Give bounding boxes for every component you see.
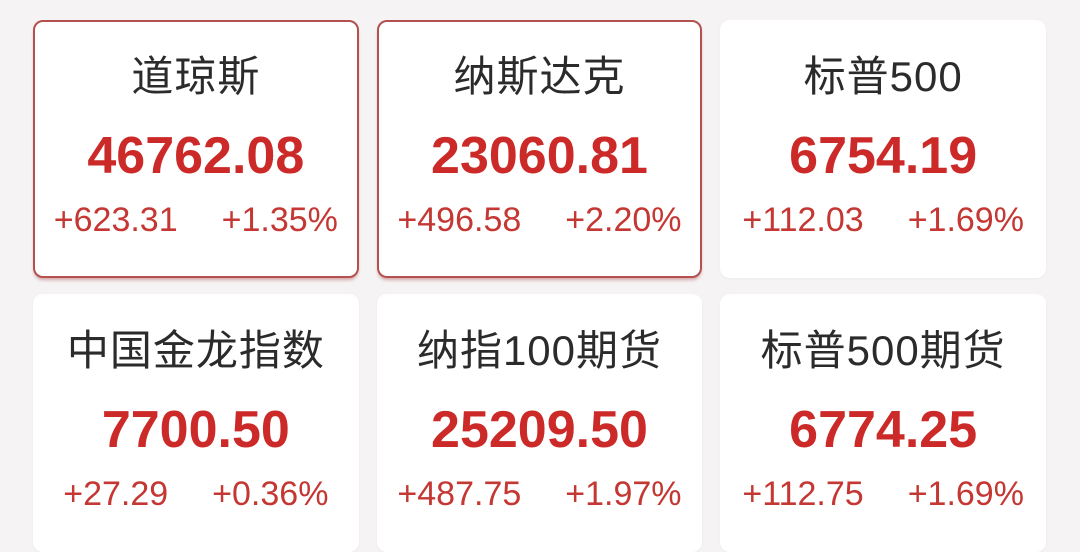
index-change: +27.29: [63, 475, 169, 513]
index-change-percent: +1.35%: [221, 201, 338, 239]
index-change-row: +496.58 +2.20%: [379, 201, 701, 239]
index-value: 6774.25: [789, 401, 978, 459]
index-change-row: +112.03 +1.69%: [722, 201, 1044, 239]
index-change: +623.31: [53, 201, 178, 239]
index-change: +112.03: [742, 201, 864, 239]
index-change-percent: +1.69%: [907, 201, 1024, 239]
index-name: 纳指100期货: [416, 327, 663, 374]
index-change-percent: +2.20%: [565, 201, 682, 239]
index-card-nasdaq[interactable]: 纳斯达克 23060.81 +496.58 +2.20%: [376, 20, 703, 278]
index-change-percent: +0.36%: [212, 475, 329, 513]
index-card-china-golden-dragon[interactable]: 中国金龙指数 7700.50 +27.29 +0.36%: [33, 294, 359, 552]
index-value: 23060.81: [431, 127, 648, 185]
index-change: +112.75: [742, 475, 864, 513]
index-value: 46762.08: [87, 127, 305, 185]
index-name: 纳斯达克: [453, 53, 626, 100]
index-change-row: +27.29 +0.36%: [35, 475, 357, 513]
index-change-row: +623.31 +1.35%: [35, 201, 357, 239]
index-name: 标普500期货: [760, 327, 1006, 374]
index-name: 中国金龙指数: [66, 327, 325, 374]
index-change-percent: +1.69%: [907, 475, 1024, 513]
index-change: +496.58: [397, 201, 522, 239]
index-value: 7700.50: [101, 401, 290, 459]
index-name: 标普500: [803, 53, 963, 100]
index-card-sp500-futures[interactable]: 标普500期货 6774.25 +112.75 +1.69%: [720, 294, 1046, 552]
index-card-dow-jones[interactable]: 道琼斯 46762.08 +623.31 +1.35%: [33, 20, 359, 278]
index-value: 25209.50: [431, 401, 648, 459]
index-value: 6754.19: [789, 127, 978, 185]
index-change: +487.75: [397, 475, 522, 513]
index-change-row: +112.75 +1.69%: [722, 475, 1044, 513]
index-change-row: +487.75 +1.97%: [379, 475, 701, 513]
index-card-nasdaq100-futures[interactable]: 纳指100期货 25209.50 +487.75 +1.97%: [376, 294, 703, 552]
index-change-percent: +1.97%: [565, 475, 682, 513]
index-name: 道琼斯: [131, 53, 261, 100]
index-card-sp500[interactable]: 标普500 6754.19 +112.03 +1.69%: [720, 20, 1046, 278]
